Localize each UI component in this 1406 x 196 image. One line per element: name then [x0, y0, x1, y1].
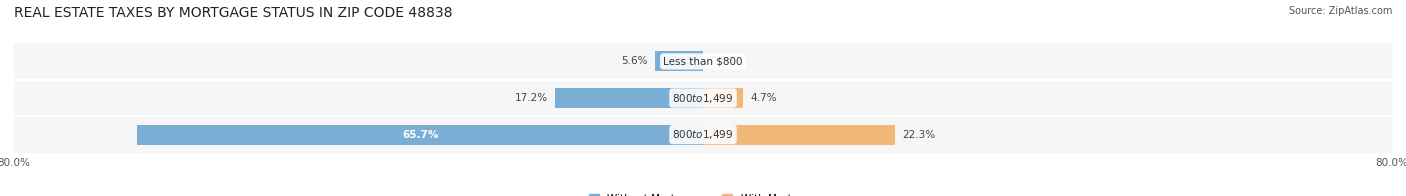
Text: 22.3%: 22.3% [901, 130, 935, 140]
Text: Source: ZipAtlas.com: Source: ZipAtlas.com [1288, 6, 1392, 16]
Text: 4.7%: 4.7% [751, 93, 778, 103]
Bar [703, 124, 896, 145]
Text: REAL ESTATE TAXES BY MORTGAGE STATUS IN ZIP CODE 48838: REAL ESTATE TAXES BY MORTGAGE STATUS IN … [14, 6, 453, 20]
Text: 17.2%: 17.2% [515, 93, 548, 103]
Bar [555, 88, 703, 108]
Bar [14, 43, 1392, 80]
Bar [14, 80, 1392, 116]
Bar [703, 88, 744, 108]
Bar [138, 124, 703, 145]
Bar [14, 116, 1392, 153]
Text: 5.6%: 5.6% [621, 56, 648, 66]
Text: Less than $800: Less than $800 [664, 56, 742, 66]
Text: $800 to $1,499: $800 to $1,499 [672, 128, 734, 141]
Legend: Without Mortgage, With Mortgage: Without Mortgage, With Mortgage [585, 190, 821, 196]
Bar [655, 51, 703, 72]
Text: 65.7%: 65.7% [402, 130, 439, 140]
Text: $800 to $1,499: $800 to $1,499 [672, 92, 734, 104]
Text: 0.0%: 0.0% [710, 56, 737, 66]
